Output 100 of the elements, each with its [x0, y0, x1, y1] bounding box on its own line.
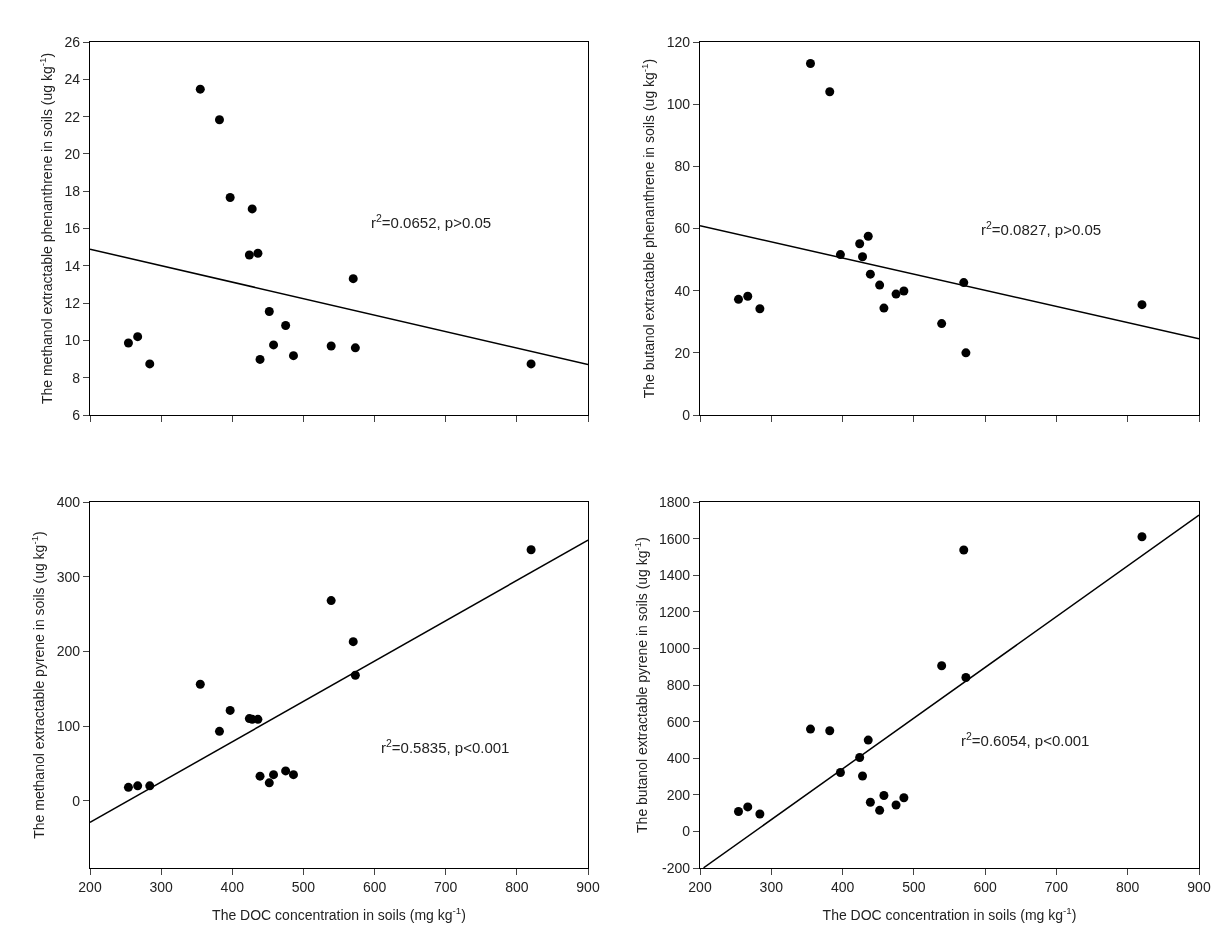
point	[281, 766, 291, 776]
y-tick-label: 100	[56, 717, 81, 734]
point	[348, 274, 358, 284]
point	[879, 303, 889, 313]
point	[264, 306, 274, 316]
x-tick-label: 400	[830, 878, 855, 895]
y-tick-label: 14	[64, 257, 81, 274]
point	[288, 351, 298, 361]
y-tick-label: 26	[64, 33, 81, 50]
point	[269, 340, 279, 350]
y-tick-label: 400	[56, 493, 81, 510]
point	[899, 793, 909, 803]
x-tick-label: 500	[902, 878, 926, 895]
point	[133, 781, 143, 791]
y-tick-label: 80	[674, 158, 691, 175]
point	[350, 343, 360, 353]
point	[214, 115, 224, 125]
y-tick-label: 1800	[658, 493, 691, 510]
y-tick-label: 0	[682, 406, 691, 423]
y-tick-label: 1600	[658, 530, 691, 547]
point	[733, 806, 743, 816]
point	[858, 771, 868, 781]
point	[326, 596, 336, 606]
y-tick-label: 200	[666, 786, 691, 803]
x-axis-title: The DOC concentration in soils (mg kg$^{-1}$)	[212, 905, 466, 924]
x-tick-label: 700	[1044, 878, 1069, 895]
y-tick-label: 20	[64, 145, 81, 162]
point	[743, 802, 753, 812]
point	[255, 771, 265, 781]
point	[1137, 300, 1147, 310]
y-tick-label: 24	[64, 71, 81, 88]
y-tick-label: 40	[674, 282, 691, 299]
annotation: r$^{2}$=0.5835, p<0.001	[381, 737, 510, 757]
point	[214, 726, 224, 736]
point	[755, 809, 765, 819]
point	[865, 269, 875, 279]
point	[825, 87, 835, 97]
annotation: r$^{2}$=0.0652, p>0.05	[371, 212, 492, 232]
x-tick-label: 800	[1116, 878, 1140, 895]
x-tick-label: 300	[149, 878, 174, 895]
point	[281, 320, 291, 330]
y-tick-label: 1000	[658, 640, 691, 657]
point	[264, 778, 274, 788]
point	[225, 193, 235, 203]
x-tick-label: 600	[362, 878, 387, 895]
point	[743, 291, 753, 301]
point	[937, 661, 947, 671]
point	[244, 250, 254, 260]
y-tick-label: 1400	[658, 567, 691, 584]
annotation: r$^{2}$=0.0827, p>0.05	[981, 219, 1102, 239]
point	[863, 231, 873, 241]
y-tick-label: 800	[666, 676, 691, 693]
point	[225, 705, 235, 715]
point	[269, 770, 279, 780]
point	[123, 338, 133, 348]
y-tick-label: 200	[56, 643, 81, 660]
point	[247, 204, 257, 214]
point	[526, 545, 536, 555]
x-tick-label: 800	[505, 878, 529, 895]
point	[891, 289, 901, 299]
y-tick-label: 60	[674, 220, 691, 237]
x-tick-label: 600	[973, 878, 998, 895]
point	[875, 805, 885, 815]
point	[899, 286, 909, 296]
point	[879, 791, 889, 801]
point	[755, 304, 765, 314]
x-tick-label: 500	[291, 878, 316, 895]
y-tick-label: 100	[666, 96, 691, 113]
point	[195, 679, 205, 689]
point	[959, 545, 969, 555]
y-tick-label: -200	[662, 859, 691, 876]
y-tick-label: 120	[666, 33, 691, 50]
x-axis-title: The DOC concentration in soils (mg kg$^{-1}$)	[822, 905, 1077, 924]
point	[937, 319, 947, 329]
x-tick-label: 700	[434, 878, 458, 895]
y-tick-label: 300	[56, 568, 81, 585]
point	[733, 294, 743, 304]
annotation: r$^{2}$=0.6054, p<0.001	[961, 730, 1090, 750]
point	[145, 359, 155, 369]
point	[288, 770, 298, 780]
point	[348, 637, 358, 647]
point	[805, 724, 815, 734]
y-tick-label: 0	[72, 792, 81, 809]
point	[526, 359, 536, 369]
point	[961, 348, 971, 358]
point	[326, 341, 336, 351]
x-tick-label: 900	[1187, 878, 1211, 895]
y-tick-label: 20	[674, 344, 691, 361]
y-tick-label: 1200	[658, 603, 691, 620]
y-tick-label: 6	[72, 406, 81, 423]
point	[253, 248, 263, 258]
point	[863, 735, 873, 745]
point	[805, 58, 815, 68]
x-tick-label: 400	[220, 878, 245, 895]
y-tick-label: 12	[64, 295, 81, 311]
y-tick-label: 0	[682, 823, 691, 840]
y-tick-label: 8	[72, 369, 81, 386]
point	[875, 280, 885, 290]
point	[195, 84, 205, 94]
point	[133, 332, 143, 342]
